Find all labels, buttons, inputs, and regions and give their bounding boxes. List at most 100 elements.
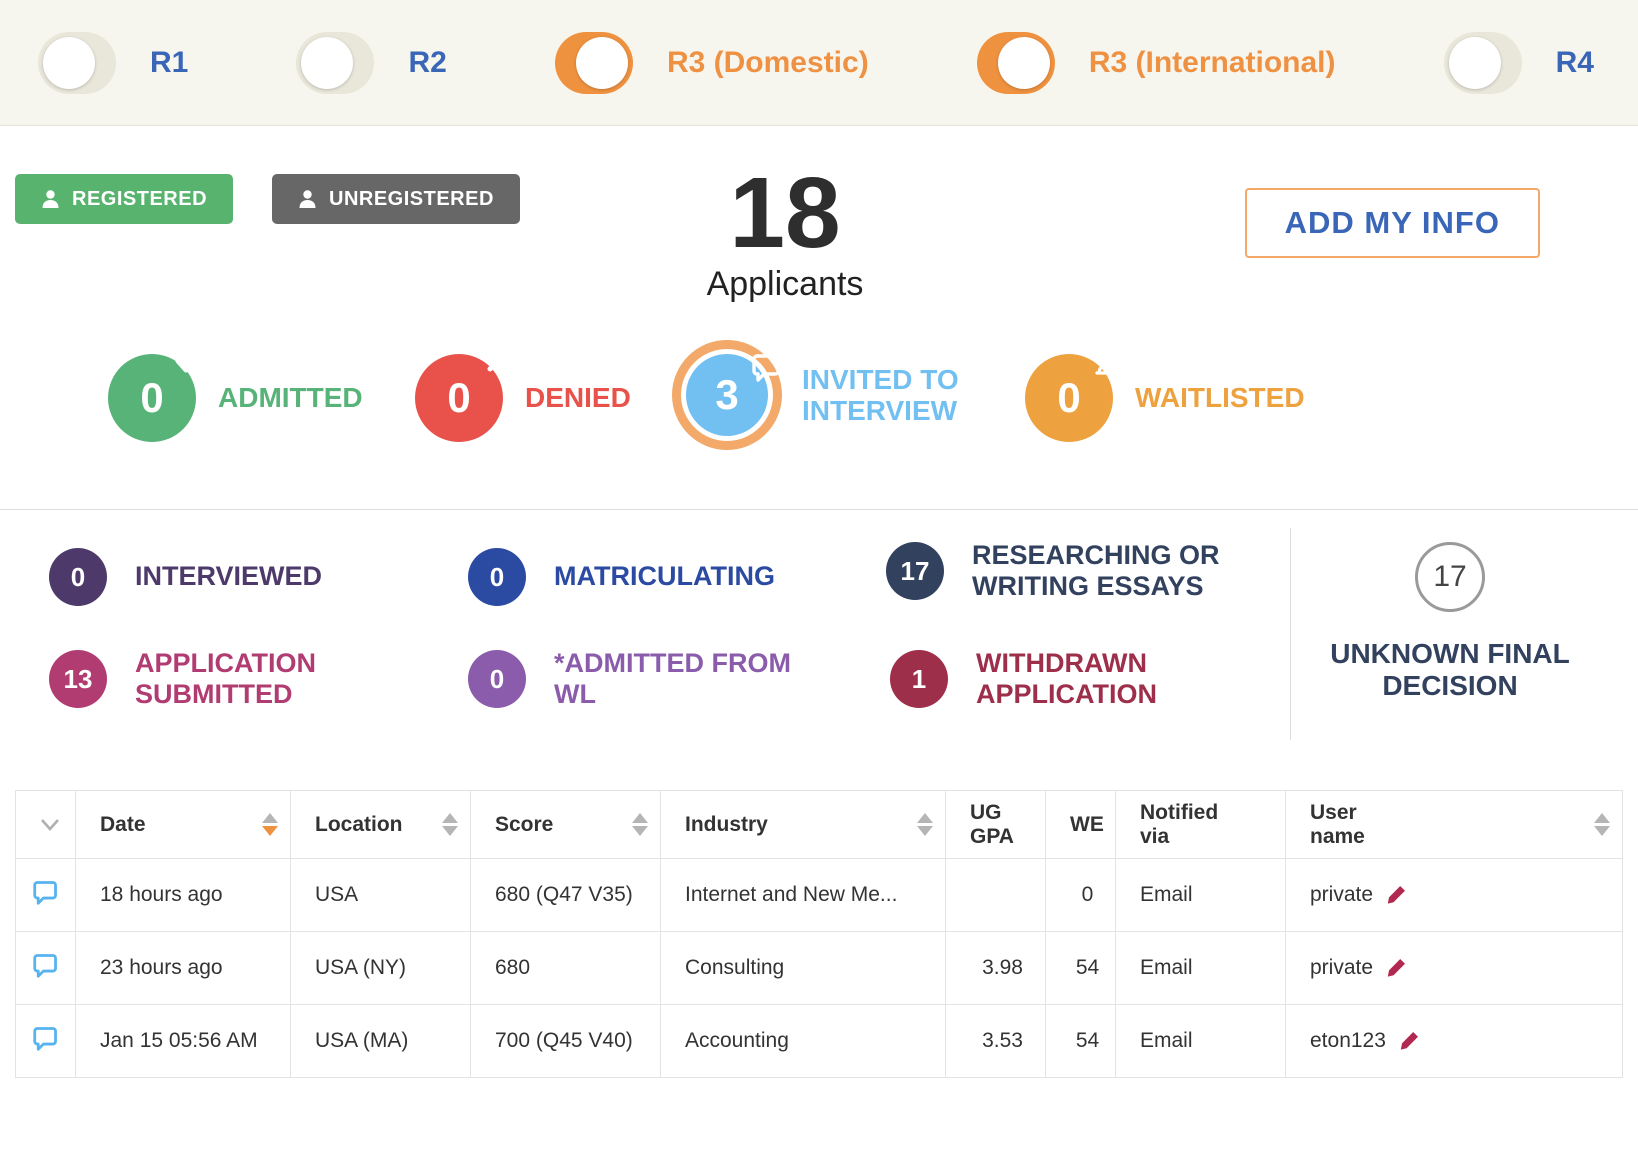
status-admitted[interactable]: 0 ADMITTED	[108, 349, 363, 442]
username-text: private	[1310, 883, 1374, 906]
registered-button-label: REGISTERED	[72, 187, 208, 210]
column-header-industry[interactable]: Industry	[660, 790, 946, 859]
round-group-r1: R1	[38, 31, 189, 94]
withdrawn-count-circle: 1	[890, 650, 948, 709]
column-header-notified[interactable]: Notified via	[1115, 790, 1286, 859]
matriculating-label: MATRICULATING	[554, 561, 775, 592]
we-cell: 54	[1045, 1004, 1116, 1078]
column-header-username[interactable]: User name	[1285, 790, 1623, 859]
stat-unknown-final-decision: 17 UNKNOWN FINAL DECISION	[1300, 542, 1600, 702]
denied-count: 0	[447, 374, 471, 421]
column-label-date: Date	[100, 812, 146, 836]
location-cell: USA (NY)	[290, 931, 471, 1005]
unknown-final-count: 17	[1433, 560, 1467, 593]
applicants-count-label: Applicants	[706, 265, 864, 303]
date-cell: 23 hours ago	[75, 931, 291, 1005]
comment-cell[interactable]	[15, 1004, 76, 1078]
round-toggle-r4[interactable]	[1443, 31, 1522, 94]
person-icon	[299, 190, 316, 208]
round-toggle-r3-international[interactable]	[976, 31, 1055, 94]
withdrawn-label: WITHDRAWN APPLICATION	[976, 648, 1157, 710]
stat-admitted-from-wl[interactable]: 0 *ADMITTED FROM WL	[468, 648, 794, 710]
researching-count: 17	[900, 555, 930, 586]
edit-pencil-icon[interactable]	[1387, 958, 1406, 977]
waitlisted-count: 0	[1057, 374, 1081, 421]
table-row: Jan 15 05:56 AM USA (MA) 700 (Q45 V40) A…	[15, 1004, 1623, 1078]
date-cell: 18 hours ago	[75, 858, 291, 932]
researching-label: RESEARCHING OR WRITING ESSAYS	[972, 540, 1220, 602]
researching-count-circle: 17	[886, 542, 944, 601]
gpa-cell: 3.53	[945, 1004, 1046, 1078]
column-label-location: Location	[315, 812, 403, 836]
comment-cell[interactable]	[15, 858, 76, 932]
invited-label: INVITED TO INTERVIEW	[802, 363, 959, 426]
we-cell: 54	[1045, 931, 1116, 1005]
round-label-r3-international: R3 (International)	[1088, 45, 1336, 79]
registered-filter-button[interactable]: REGISTERED	[15, 174, 234, 224]
unregistered-button-label: UNREGISTERED	[329, 187, 494, 210]
column-header-date[interactable]: Date	[75, 790, 291, 859]
gpa-cell	[945, 858, 1046, 932]
applicants-count: 18	[729, 157, 841, 269]
invited-count: 3	[715, 371, 739, 418]
edit-pencil-icon[interactable]	[1387, 885, 1406, 904]
status-denied[interactable]: 0 DENIED	[415, 350, 631, 442]
column-header-score[interactable]: Score	[470, 790, 661, 859]
comment-bubble-icon	[32, 954, 57, 978]
sort-icon-date	[262, 813, 278, 836]
add-my-info-button[interactable]: ADD MY INFO	[1244, 188, 1540, 258]
summary-section: REGISTERED UNREGISTERED 18 Applicants AD…	[0, 126, 1638, 510]
score-cell: 680 (Q47 V35)	[470, 858, 661, 932]
stat-withdrawn[interactable]: 1 WITHDRAWN APPLICATION	[890, 648, 1216, 710]
table-header-row: Date Location Score Industry	[15, 790, 1623, 859]
column-header-location[interactable]: Location	[290, 790, 471, 859]
column-header-we[interactable]: WE	[1045, 790, 1116, 859]
edit-pencil-icon[interactable]	[1400, 1031, 1419, 1050]
waitlisted-count-circle: 0	[1025, 347, 1117, 442]
stat-researching[interactable]: 17 RESEARCHING OR WRITING ESSAYS	[886, 540, 1232, 602]
industry-cell: Consulting	[660, 931, 946, 1005]
stats-section: 0 INTERVIEWED 0 MATRICULATING 17 RESEARC…	[0, 510, 1638, 760]
interviewed-count-circle: 0	[49, 548, 107, 606]
industry-cell: Internet and New Me...	[660, 858, 946, 932]
column-header-gpa[interactable]: UG GPA	[945, 790, 1046, 859]
admitted-from-wl-count: 0	[489, 663, 505, 694]
round-label-r4: R4	[1555, 45, 1594, 79]
sort-icon-industry	[917, 813, 933, 836]
expand-all-header[interactable]	[15, 790, 76, 859]
stat-matriculating[interactable]: 0 MATRICULATING	[468, 548, 775, 606]
hourglass-icon	[1093, 346, 1119, 376]
sort-icon-location	[442, 813, 458, 836]
rounds-filter-bar: R1 R2 R3 (Domestic) R3 (International) R…	[0, 0, 1638, 126]
status-waitlisted[interactable]: 0 WAITLISTED	[1025, 347, 1305, 442]
unknown-final-count-circle: 17	[1415, 542, 1485, 612]
score-cell: 700 (Q45 V40)	[470, 1004, 661, 1078]
matriculating-count-circle: 0	[468, 548, 526, 606]
date-cell: Jan 15 05:56 AM	[75, 1004, 291, 1078]
industry-cell: Accounting	[660, 1004, 946, 1078]
table-row: 18 hours ago USA 680 (Q47 V35) Internet …	[15, 858, 1623, 932]
round-label-r1: R1	[150, 45, 189, 79]
score-cell: 680	[470, 931, 661, 1005]
round-group-r4: R4	[1443, 31, 1594, 94]
comment-cell[interactable]	[15, 931, 76, 1005]
withdrawn-count: 1	[911, 663, 927, 694]
interviewed-label: INTERVIEWED	[135, 561, 323, 592]
chevron-down-icon	[41, 818, 59, 831]
toggle-knob	[1448, 36, 1501, 89]
invited-count-circle: 3	[686, 354, 780, 436]
denied-count-circle: 0	[415, 350, 509, 442]
round-toggle-r2[interactable]	[296, 31, 375, 94]
toggle-knob	[43, 36, 95, 89]
application-submitted-label: APPLICATION SUBMITTED	[135, 648, 316, 710]
unregistered-filter-button[interactable]: UNREGISTERED	[272, 174, 520, 224]
we-cell: 0	[1045, 858, 1116, 932]
stat-interviewed[interactable]: 0 INTERVIEWED	[49, 548, 322, 606]
stat-application-submitted[interactable]: 13 APPLICATION SUBMITTED	[49, 648, 345, 710]
round-toggle-r3-domestic[interactable]	[554, 31, 633, 94]
round-label-r3-domestic: R3 (Domestic)	[666, 45, 869, 79]
vertical-divider	[1290, 528, 1291, 740]
application-submitted-count-circle: 13	[49, 650, 107, 709]
status-invited-to-interview[interactable]: 3 INVITED TO INTERVIEW	[686, 354, 992, 436]
round-toggle-r1[interactable]	[38, 31, 116, 94]
